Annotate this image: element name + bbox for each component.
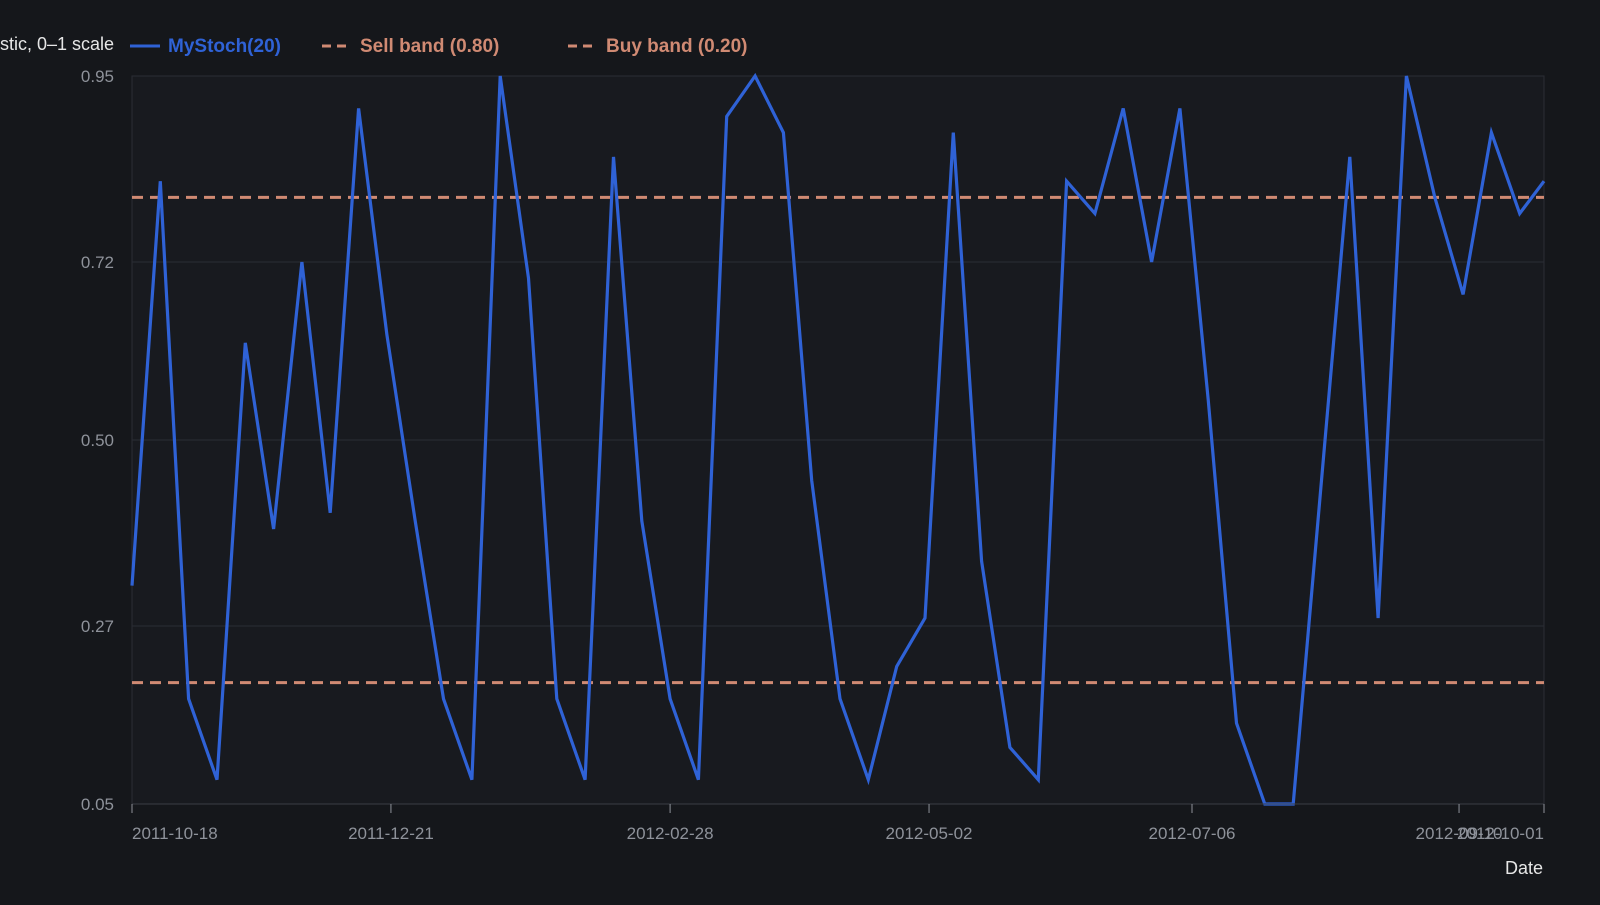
x-tick-label: 2012-10-01 [1457, 824, 1544, 843]
x-tick-label: 2012-09-10 [1416, 824, 1503, 843]
x-tick-label: 2012-05-02 [886, 824, 973, 843]
legend: MyStoch(20) Sell band (0.80) Buy band (0.2… [130, 36, 747, 57]
series-line [130, 72, 1546, 806]
y-axis: 0.05 0.27 0.50 0.72 0.95 [81, 67, 114, 814]
x-axis: 2011-10-18 2011-12-21 2012-02-28 2012-05-02… [131, 803, 1545, 843]
x-tick-label: 2011-10-18 [132, 824, 218, 843]
y-tick-label: 0.50 [81, 431, 114, 450]
y-tick-label: 0.72 [81, 253, 114, 272]
series-layer [130, 72, 1546, 806]
legend-label: MyStoch(20) [168, 36, 281, 57]
y-tick-label: 0.27 [81, 617, 114, 636]
x-tick-label: 2012-02-28 [627, 824, 714, 843]
y-tick-label: 0.05 [81, 795, 114, 814]
legend-label: Sell band (0.80) [360, 36, 499, 57]
legend-label: Buy band (0.20) [606, 36, 747, 57]
x-axis-label: Date [1505, 858, 1543, 878]
x-tick-label: 2012-07-06 [1149, 824, 1236, 843]
y-axis-label: stic, 0–1 scale [0, 34, 114, 54]
y-tick-label: 0.95 [81, 67, 114, 86]
x-tick-label: 2011-12-21 [348, 824, 434, 843]
